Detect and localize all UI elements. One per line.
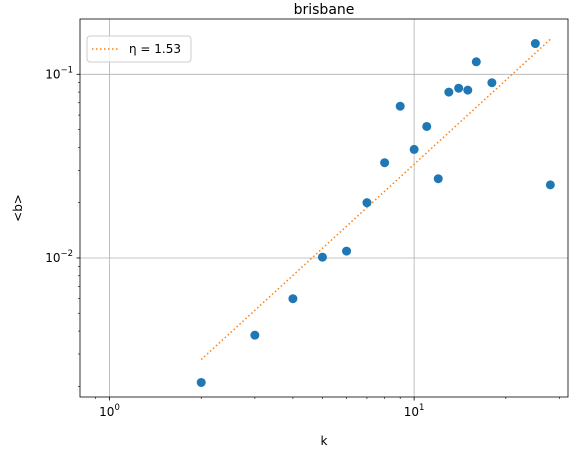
data-point [530,39,540,49]
major-ticks [76,73,415,401]
axes-frame [79,18,569,398]
legend-box [86,35,192,63]
data-point [471,57,481,67]
data-points [196,39,555,387]
data-point [409,144,419,154]
data-point [422,121,432,131]
data-point [545,180,555,190]
data-point [317,252,327,262]
data-point [454,83,464,93]
data-point [250,330,260,340]
data-point [342,246,352,256]
data-point [463,85,473,95]
data-point [362,198,372,208]
y-axis-label: <b> [11,194,25,222]
data-point [380,158,390,168]
legend-label-fit: η = 1.53 [129,42,181,56]
data-point [196,377,206,387]
data-point [288,294,298,304]
data-point [487,78,497,88]
chart-title: brisbane [294,2,355,18]
fit-layer [200,38,551,361]
data-point [395,101,405,111]
data-point [433,174,443,184]
fit-line [200,38,551,361]
x-axis-label: k [321,434,328,448]
data-point [444,87,454,97]
legend: η = 1.53 [86,35,192,63]
